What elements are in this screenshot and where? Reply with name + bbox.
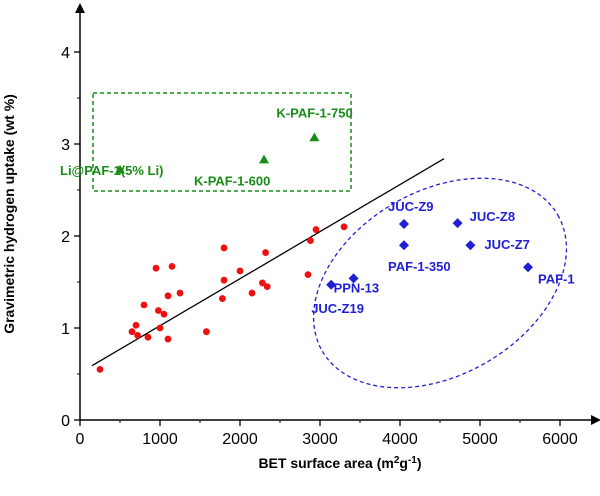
x-tick-label: 2000 [222,431,258,448]
data-point-circle [304,271,312,279]
data-label: K-PAF-1-750 [276,106,352,121]
data-point-circle [248,289,256,297]
data-label: JUC-Z7 [484,237,530,252]
data-label: JUC-Z9 [388,199,434,214]
tick-marks [74,51,561,426]
data-point-circle [262,249,269,256]
data-point-circle [220,244,228,252]
x-tick-label: 5000 [462,431,498,448]
data-point-diamond [523,262,533,273]
y-tick-label: 0 [61,413,70,430]
data-point-circle [96,366,104,373]
x-tick-label: 6000 [542,431,578,448]
data-point-triangle [259,154,269,164]
data-point-circle [219,295,226,302]
data-point-circle [307,237,314,245]
data-point-circle [312,226,320,233]
data-point-circle [132,321,140,329]
data-point-circle [160,310,168,318]
data-point-circle [168,262,176,270]
data-point-circle [164,292,172,300]
x-tick-label: 4000 [382,431,418,448]
data-points [96,132,533,373]
x-tick-label: 1000 [142,431,178,448]
metal-doped-group-box [92,92,352,192]
data-point-diamond [465,240,476,251]
data-point-circle [259,279,266,287]
point-labels: Li@PAF-1(5% Li) K-PAF-1-600 K-PAF-1-750 JUC… [60,106,575,316]
data-point-circle [176,289,184,297]
data-point-circle [220,276,228,284]
y-tick-label: 1 [61,321,70,338]
data-point-diamond [399,240,409,251]
fit-line [91,158,445,367]
data-point-circle [164,335,172,343]
data-point-circle [156,324,164,332]
y-tick-label: 4 [61,45,70,62]
data-label: Li@PAF-1(5% Li) [60,163,163,178]
data-label: JUC-Z19 [311,301,364,316]
data-point-circle [203,328,210,336]
data-point-diamond [326,279,337,290]
data-point-triangle [115,164,125,174]
data-label: PAF-1 [538,271,575,286]
y-tick-label: 3 [61,137,70,154]
y-tick-label: 2 [61,229,70,246]
data-label: JUC-Z8 [470,209,516,224]
tick-labels: 0 1000 2000 3000 4000 5000 6000 0 1 2 3 4 [61,45,578,448]
data-label: K-PAF-1-600 [194,174,270,189]
data-point-circle [128,328,136,336]
data-point-circle [236,267,244,275]
x-tick-label: 3000 [302,431,338,448]
x-axis-title: BET surface area (m2g-1) [258,455,421,471]
data-point-circle [144,333,152,341]
data-point-circle [134,331,142,339]
data-label: PPN-13 [334,280,380,295]
data-point-diamond [399,219,409,230]
data-point-circle [155,307,162,314]
data-point-triangle [309,132,320,142]
data-point-circle [140,301,148,309]
data-point-circle [263,283,271,290]
data-point-diamond [348,273,359,284]
x-tick-label: 0 [76,431,85,448]
juc-group-ellipse [312,177,568,389]
y-axis-title: Gravimetric hydrogen uptake (wt %) [1,94,17,334]
data-point-circle [152,264,160,272]
data-point-diamond [452,218,463,229]
data-point-circle [340,223,348,231]
data-label: PAF-1-350 [388,259,451,274]
